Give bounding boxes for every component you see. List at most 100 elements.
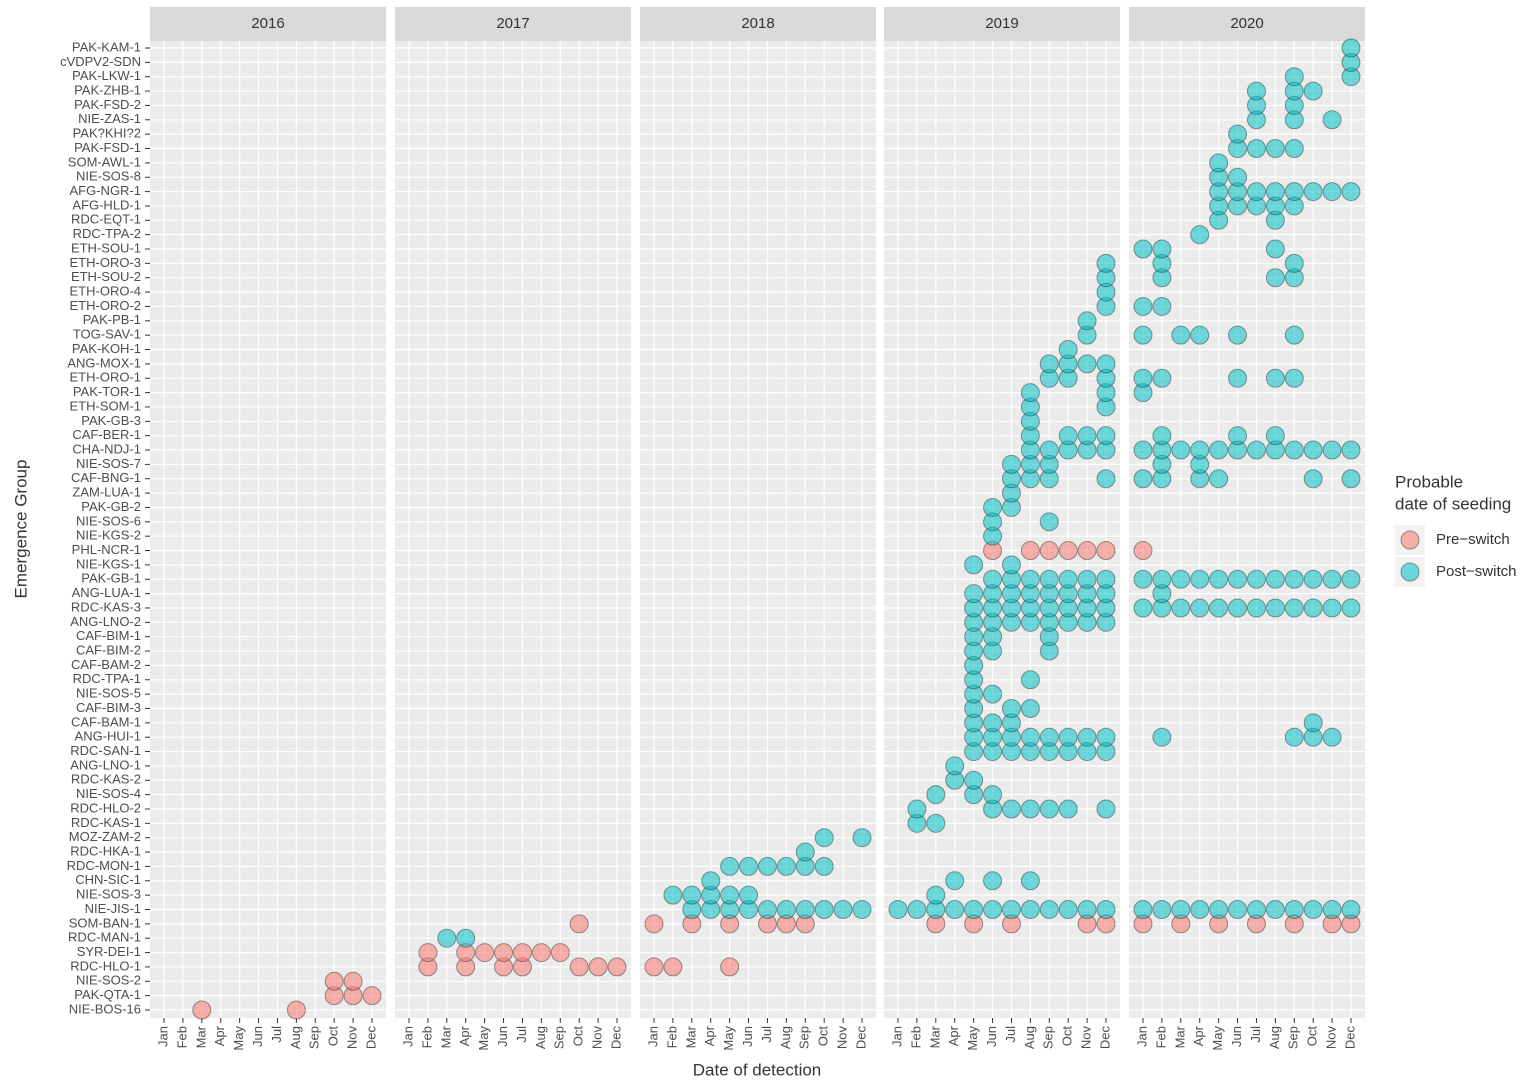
x-tick-label: Jul	[1003, 1026, 1018, 1043]
x-tick-label: Jan	[400, 1026, 415, 1047]
point	[1284, 139, 1304, 159]
facet-strip	[640, 7, 876, 41]
y-tick-label: AFG-NGR-1	[70, 183, 142, 198]
point	[286, 1000, 306, 1020]
point	[1284, 253, 1304, 273]
point	[1058, 340, 1078, 360]
point	[1133, 325, 1153, 345]
point	[1001, 698, 1021, 718]
point	[907, 899, 927, 919]
point	[1152, 239, 1172, 259]
x-tick-label: Nov	[1079, 1026, 1094, 1050]
x-tick-label: Nov	[835, 1026, 850, 1050]
point	[1058, 727, 1078, 747]
point	[531, 943, 551, 963]
y-tick-label: PAK-PB-1	[83, 312, 141, 327]
point	[1133, 239, 1153, 259]
point	[1171, 899, 1191, 919]
point	[1077, 727, 1097, 747]
x-tick-label: Jun	[740, 1026, 755, 1047]
legend-marker	[1400, 562, 1420, 582]
x-tick-label: Nov	[1324, 1026, 1339, 1050]
point	[1341, 440, 1361, 460]
point	[1020, 383, 1040, 403]
y-tick-label: PAK-FSD-1	[74, 140, 141, 155]
point	[1322, 110, 1342, 130]
point	[1133, 368, 1153, 388]
x-tick-label: Sep	[307, 1026, 322, 1049]
point	[1020, 799, 1040, 819]
point	[1341, 899, 1361, 919]
point	[437, 928, 457, 948]
point	[1209, 899, 1229, 919]
x-tick-label: Aug	[288, 1026, 303, 1049]
point	[1096, 899, 1116, 919]
x-tick-label: Jan	[889, 1026, 904, 1047]
point	[907, 799, 927, 819]
point	[1209, 569, 1229, 589]
point	[1322, 182, 1342, 202]
y-tick-label: RDC-TPA-2	[73, 226, 141, 241]
point	[1058, 899, 1078, 919]
point	[569, 957, 589, 977]
y-tick-label: NIE-KGS-1	[76, 556, 141, 571]
y-tick-label: PAK?KHI?2	[73, 126, 141, 141]
x-tick-label: Dec	[608, 1026, 623, 1050]
point	[1171, 325, 1191, 345]
panel-background	[150, 41, 386, 1018]
point	[1284, 368, 1304, 388]
point	[1039, 440, 1059, 460]
x-tick-label: May	[231, 1026, 246, 1051]
point	[814, 856, 834, 876]
y-tick-label: SOM-AWL-1	[68, 154, 141, 169]
point	[569, 914, 589, 934]
point	[814, 899, 834, 919]
point	[1190, 440, 1210, 460]
x-tick-label: Jul	[269, 1026, 284, 1043]
y-tick-label: ETH-SOU-2	[71, 269, 141, 284]
point	[1020, 871, 1040, 891]
y-tick-label: CAF-BAM-2	[71, 657, 141, 672]
y-tick-label: cVDPV2-SDN	[60, 54, 141, 69]
x-tick-label: Oct	[571, 1026, 586, 1047]
x-tick-label: Feb	[1153, 1026, 1168, 1048]
x-tick-label: Jul	[1248, 1026, 1263, 1043]
point	[1039, 799, 1059, 819]
y-tick-label: NIE-SOS-4	[76, 786, 141, 801]
point	[1020, 698, 1040, 718]
y-tick-label: NIE-SOS-3	[76, 887, 141, 902]
point	[1190, 325, 1210, 345]
x-tick-label: Dec	[853, 1026, 868, 1050]
x-tick-label: Jul	[514, 1026, 529, 1043]
facet-label: 2020	[1230, 15, 1263, 32]
point	[1133, 440, 1153, 460]
point	[456, 928, 476, 948]
panel-background	[1129, 41, 1365, 1018]
point	[494, 943, 514, 963]
point	[663, 957, 683, 977]
legend-title: Probable	[1395, 472, 1463, 491]
point	[550, 943, 570, 963]
y-tick-label: ANG-HUI-1	[75, 729, 141, 744]
point	[1096, 541, 1116, 561]
y-tick-label: RDC-MON-1	[67, 858, 141, 873]
point	[1284, 598, 1304, 618]
point	[776, 899, 796, 919]
y-tick-label: NIE-SOS-7	[76, 456, 141, 471]
y-tick-label: AFG-HLD-1	[72, 197, 141, 212]
point	[1077, 899, 1097, 919]
y-tick-label: RDC-KAS-2	[71, 772, 141, 787]
point	[1303, 469, 1323, 489]
point	[1228, 899, 1248, 919]
y-tick-label: ETH-SOU-1	[71, 240, 141, 255]
x-tick-label: Oct	[816, 1026, 831, 1047]
point	[663, 885, 683, 905]
x-tick-label: Feb	[174, 1026, 189, 1048]
y-tick-label: CAF-BIM-1	[76, 628, 141, 643]
legend-label: Pre−switch	[1436, 531, 1510, 548]
point	[1322, 440, 1342, 460]
point	[644, 957, 664, 977]
x-tick-label: Jan	[645, 1026, 660, 1047]
point	[1303, 713, 1323, 733]
point	[607, 957, 627, 977]
